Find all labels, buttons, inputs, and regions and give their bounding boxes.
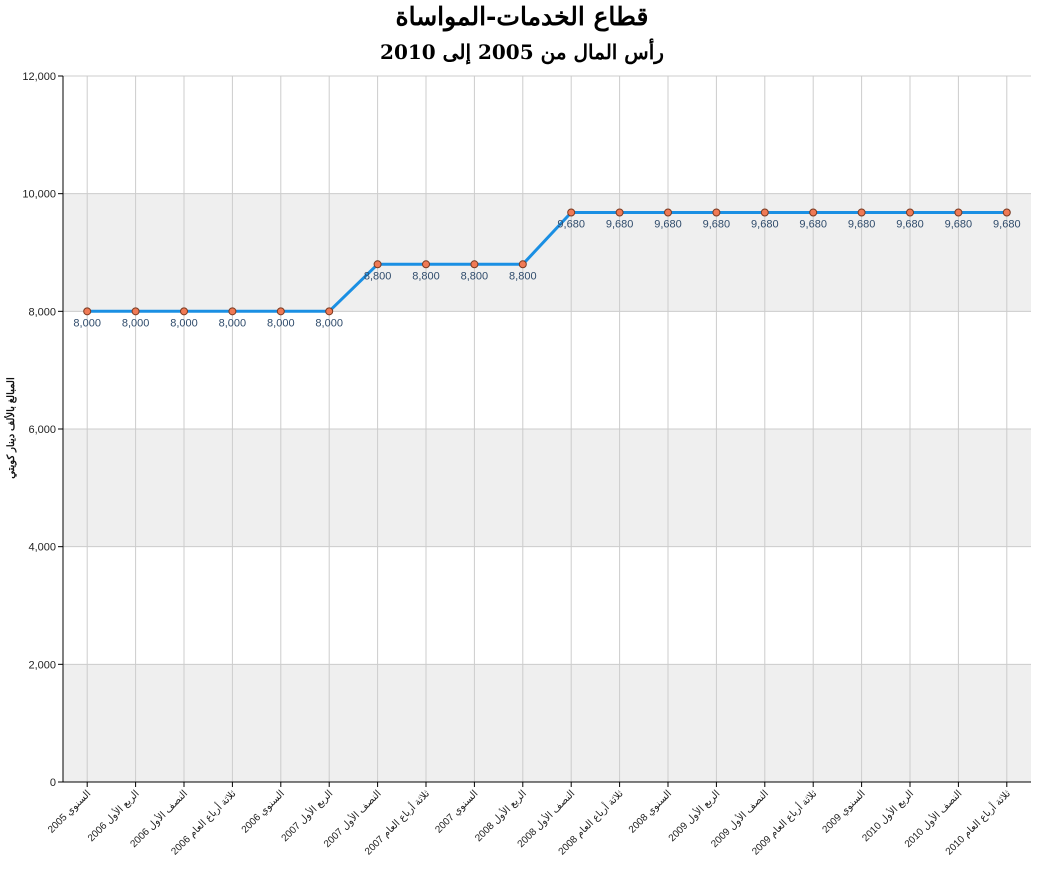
x-tick-label: الربع الأول 2007 — [279, 788, 335, 844]
grid-lines — [63, 75, 1031, 783]
data-point — [615, 208, 624, 217]
plot-band — [63, 429, 1031, 547]
data-point — [712, 208, 721, 217]
data-label: 9,680 — [751, 218, 779, 230]
x-tick-label: السنوي 2007 — [433, 788, 480, 835]
y-tick-label: 4,000 — [28, 542, 56, 554]
data-point — [518, 260, 527, 269]
series-markers — [83, 208, 1011, 316]
y-axis-ticks: 0 2,000 4,000 6,000 8,000 10,000 12,000 — [22, 71, 56, 789]
data-point — [373, 260, 382, 269]
data-label: 9,680 — [896, 218, 924, 230]
x-tick-label: السنوي 2006 — [240, 788, 287, 835]
data-point — [276, 307, 285, 316]
data-labels: 8,000 8,000 8,000 8,000 8,000 8,000 8,800 8,800… — [73, 218, 1020, 329]
data-label: 9,680 — [557, 218, 585, 230]
chart-title: قطاع الخدمات-المواساة — [395, 2, 649, 31]
data-point — [325, 307, 334, 316]
y-tick-label: 6,000 — [28, 424, 56, 436]
data-label: 9,680 — [799, 218, 827, 230]
data-point — [664, 208, 672, 217]
x-tick-label: الربع الأول 2008 — [472, 788, 528, 844]
data-label: 9,680 — [606, 218, 634, 230]
data-label: 8,000 — [170, 317, 198, 329]
y-tick-label: 8,000 — [28, 306, 56, 318]
series-capital — [87, 211, 1007, 313]
x-tick-label: الربع الأول 2010 — [860, 788, 916, 844]
x-tick-label: الربع الأول 2009 — [666, 788, 722, 844]
data-point — [83, 307, 92, 316]
data-label: 8,800 — [364, 270, 392, 282]
data-label: 8,000 — [122, 317, 150, 329]
data-label: 9,680 — [945, 218, 973, 230]
data-point — [906, 208, 914, 217]
plot-band — [63, 664, 1031, 782]
data-label: 9,680 — [654, 218, 682, 230]
data-label: 8,000 — [267, 317, 295, 329]
plot-bands — [63, 193, 1031, 782]
x-tick-label: السنوي 2008 — [627, 788, 674, 835]
data-point — [131, 307, 140, 316]
y-tick-label: 0 — [50, 777, 56, 789]
axes — [58, 75, 1031, 787]
data-label: 8,800 — [461, 270, 489, 282]
data-label: 8,000 — [219, 317, 247, 329]
data-label: 9,680 — [993, 218, 1021, 230]
data-label: 8,800 — [412, 270, 440, 282]
data-point — [954, 208, 963, 217]
y-tick-label: 2,000 — [28, 659, 56, 671]
data-point — [1002, 208, 1011, 217]
data-point — [857, 208, 866, 217]
data-label: 8,800 — [509, 270, 537, 282]
data-point — [567, 208, 576, 217]
y-axis-title: المبالغ بالألف دينار كويتي — [5, 377, 17, 479]
data-label: 9,680 — [703, 218, 731, 230]
x-tick-label: الربع الأول 2006 — [85, 788, 141, 844]
data-point — [809, 208, 818, 217]
y-tick-label: 12,000 — [22, 71, 56, 83]
chart-subtitle: رأس المال من 2005 إلى 2010 — [380, 40, 664, 64]
data-point — [180, 307, 188, 316]
data-label: 9,680 — [848, 218, 876, 230]
data-point — [760, 208, 769, 217]
series-line — [87, 211, 1007, 313]
data-point — [470, 260, 479, 269]
data-label: 8,000 — [73, 317, 101, 329]
data-point — [228, 307, 237, 316]
data-point — [422, 260, 430, 269]
x-tick-label: السنوي 2005 — [46, 788, 93, 835]
x-tick-label: السنوي 2009 — [820, 788, 867, 835]
y-tick-label: 10,000 — [22, 189, 56, 201]
data-label: 8,000 — [315, 317, 343, 329]
